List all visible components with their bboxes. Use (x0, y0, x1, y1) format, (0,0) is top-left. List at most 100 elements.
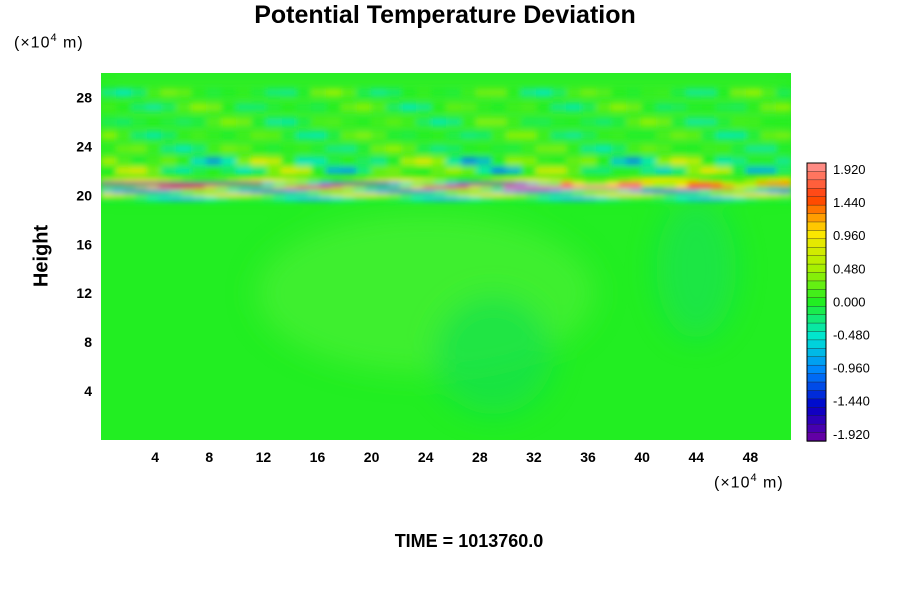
field-cell (768, 185, 781, 191)
field-cell (227, 181, 240, 187)
field-cell (124, 176, 137, 182)
field-cell (296, 189, 309, 195)
field-cell (701, 117, 717, 127)
x-tick-label: 32 (526, 449, 542, 465)
field-cell (377, 176, 390, 182)
field-cell (584, 192, 597, 198)
field-cell (250, 192, 263, 198)
field-cell (731, 131, 747, 140)
field-cell (371, 131, 387, 140)
field-cell (147, 192, 160, 198)
field-cell (216, 192, 229, 198)
field-cell (239, 185, 252, 191)
field-cell (779, 196, 791, 202)
field-cell (596, 156, 612, 166)
field-cell (630, 185, 643, 191)
field-cell (584, 196, 597, 202)
field-cell (630, 196, 643, 202)
field-cell (515, 189, 528, 195)
field-cell (342, 189, 355, 195)
field-cell (112, 189, 125, 195)
field-cell (434, 192, 447, 198)
field-cell (446, 196, 459, 202)
field-cell (296, 166, 312, 176)
field-cell (400, 192, 413, 198)
field-cell (341, 166, 357, 176)
field-cell (446, 131, 462, 140)
field-cell (135, 176, 148, 182)
field-cell (653, 181, 666, 187)
field-cell (776, 102, 791, 112)
field-cell (699, 181, 712, 187)
field-cell (181, 185, 194, 191)
field-cell (354, 196, 367, 202)
field-cell (131, 156, 147, 166)
field-cell (296, 102, 312, 112)
colorbar-swatch (806, 297, 827, 307)
field-cell (641, 176, 654, 182)
field-cell (365, 189, 378, 195)
field-cell (221, 88, 237, 97)
field-cell (768, 196, 781, 202)
field-cell (572, 181, 585, 187)
field-cell (731, 156, 747, 166)
field-cell (326, 88, 342, 97)
field-cell (503, 185, 516, 191)
colorbar-swatch (806, 179, 827, 189)
field-cell (536, 88, 552, 97)
field-cell (506, 117, 522, 127)
field-cell (491, 117, 507, 127)
x-tick-label: 44 (689, 449, 705, 465)
field-cell (722, 176, 735, 182)
field-cell (262, 181, 275, 187)
field-cell (221, 131, 237, 140)
colorbar-swatch (806, 314, 827, 324)
field-cell (446, 102, 462, 112)
field-cell (768, 176, 781, 182)
colorbar-swatch (806, 381, 827, 392)
field-cell (176, 88, 192, 97)
field-cell (538, 189, 551, 195)
field-cell (618, 189, 631, 195)
field-cell (710, 176, 723, 182)
field-cell (526, 192, 539, 198)
field-cell (626, 102, 642, 112)
field-cell (176, 144, 192, 154)
field-cell (561, 192, 574, 198)
field-cell (687, 192, 700, 198)
field-cell (656, 166, 672, 176)
field-cell (193, 196, 206, 202)
field-cell (551, 117, 567, 127)
field-cell (423, 189, 436, 195)
field-cell (124, 185, 137, 191)
field-cell (116, 144, 132, 154)
field-cell (193, 176, 206, 182)
field-cell (656, 156, 672, 166)
field-cell (491, 144, 507, 154)
field-cell (296, 144, 312, 154)
field-cell (386, 131, 402, 140)
field-cell (761, 117, 777, 127)
field-cell (566, 144, 582, 154)
field-cell (551, 166, 567, 176)
field-cell (768, 181, 781, 187)
field-cell (671, 144, 687, 154)
field-cell (135, 181, 148, 187)
field-cell (221, 156, 237, 166)
field-cell (536, 117, 552, 127)
field-cell (746, 102, 762, 112)
field-cell (262, 185, 275, 191)
field-cell (193, 185, 206, 191)
field-cell (756, 196, 769, 202)
field-cell (671, 88, 687, 97)
field-cell (191, 156, 207, 166)
field-cell (116, 166, 132, 176)
field-cell (746, 166, 762, 176)
colorbar-swatch (806, 162, 827, 173)
field-cell (469, 176, 482, 182)
field-cell (491, 156, 507, 166)
field-cell (311, 166, 327, 176)
field-cell (216, 181, 229, 187)
field-cell (596, 131, 612, 140)
field-cell (101, 185, 114, 191)
